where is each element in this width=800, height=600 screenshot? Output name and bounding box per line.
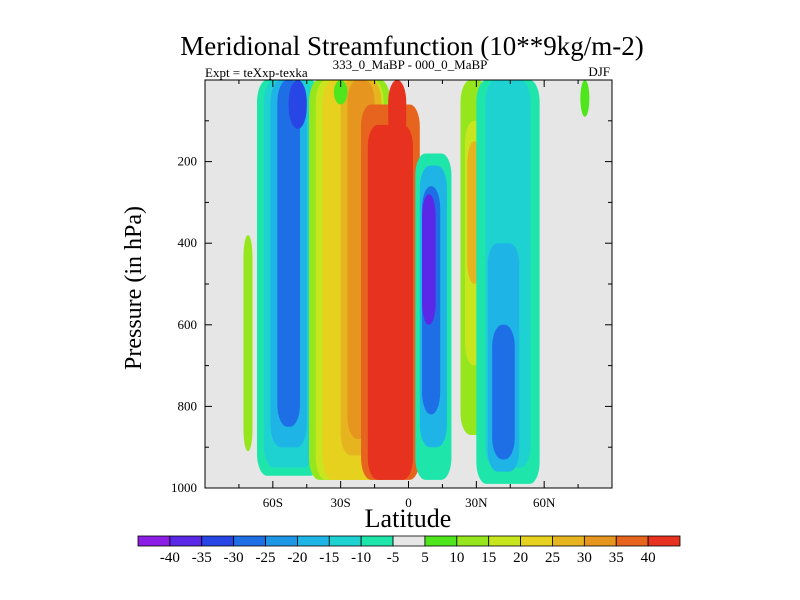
contour-cell xyxy=(388,80,407,142)
colorbar-swatch xyxy=(169,535,203,547)
colorbar-label: 5 xyxy=(421,550,429,566)
y-axis-label: Pressure (in hPa) xyxy=(121,206,147,370)
contour-cell xyxy=(277,80,300,427)
colorbar-swatch xyxy=(201,535,235,547)
colorbar-swatch xyxy=(392,535,426,547)
colorbar-label: 15 xyxy=(481,550,496,566)
x-tick-label: 30S xyxy=(331,495,351,510)
colorbar-label: 30 xyxy=(577,550,592,566)
x-tick-label: 60N xyxy=(533,495,556,510)
contour-cell xyxy=(580,80,590,117)
colorbar-swatch xyxy=(583,535,617,547)
colorbar-label: 40 xyxy=(641,550,656,566)
colorbar-label: -25 xyxy=(256,550,276,566)
chart-title: Meridional Streamfunction (10**9kg/m-2) xyxy=(180,31,643,61)
y-tick-label: 200 xyxy=(178,154,198,169)
colorbar-swatch xyxy=(265,535,298,547)
y-axis: 200 400 600 800 1000 xyxy=(171,120,612,495)
colorbar-swatch xyxy=(488,535,521,547)
colorbar-label: -30 xyxy=(224,550,244,566)
colorbar-label: -35 xyxy=(192,550,212,566)
colorbar-swatch xyxy=(615,535,649,547)
colorbar-swatch xyxy=(520,535,553,547)
colorbar: -40 -35 -30 -25 -20 -15 -10 -5 5 10 15 20 25 30 35 40 xyxy=(137,535,681,566)
period-label: 333_0_MaBP - 000_0_MaBP xyxy=(333,57,488,72)
colorbar-label: 25 xyxy=(545,550,560,566)
colorbar-swatch xyxy=(424,535,458,547)
colorbar-label: -10 xyxy=(351,550,371,566)
colorbar-label: 10 xyxy=(449,550,464,566)
contour-cell xyxy=(422,194,436,325)
contour-cell xyxy=(333,80,348,105)
colorbar-label: -20 xyxy=(287,550,307,566)
x-tick-label: 60S xyxy=(263,495,283,510)
colorbar-swatch xyxy=(456,535,490,547)
colorbar-swatch xyxy=(137,535,171,547)
y-tick-label: 400 xyxy=(178,235,198,250)
contour-cell xyxy=(288,80,307,129)
y-tick-label: 600 xyxy=(178,317,198,332)
contour-cell xyxy=(367,124,414,480)
x-axis-label: Latitude xyxy=(365,504,452,533)
colorbar-swatch xyxy=(297,535,330,547)
colorbar-label: -40 xyxy=(160,550,180,566)
plot-area xyxy=(204,79,613,489)
colorbar-swatch xyxy=(647,535,681,547)
colorbar-swatch xyxy=(233,535,266,547)
y-tick-label: 800 xyxy=(178,398,198,413)
experiment-label: Expt = teXxp-texka xyxy=(205,65,308,80)
contour-cell xyxy=(243,235,253,452)
x-tick-label: 30N xyxy=(465,495,488,510)
x-tick-label: 0 xyxy=(405,495,412,510)
y-tick-label: 1000 xyxy=(171,480,197,495)
contour-cell xyxy=(492,324,515,460)
colorbar-swatch xyxy=(360,535,394,547)
colorbar-label: 20 xyxy=(513,550,528,566)
colorbar-label: -15 xyxy=(319,550,339,566)
colorbar-label: 35 xyxy=(609,550,624,566)
season-label: DJF xyxy=(588,64,610,79)
colorbar-label: -5 xyxy=(387,550,400,566)
colorbar-swatch xyxy=(328,535,362,547)
x-axis: 60S 30S 0 30N 60N xyxy=(238,80,579,510)
colorbar-swatch xyxy=(552,535,585,547)
